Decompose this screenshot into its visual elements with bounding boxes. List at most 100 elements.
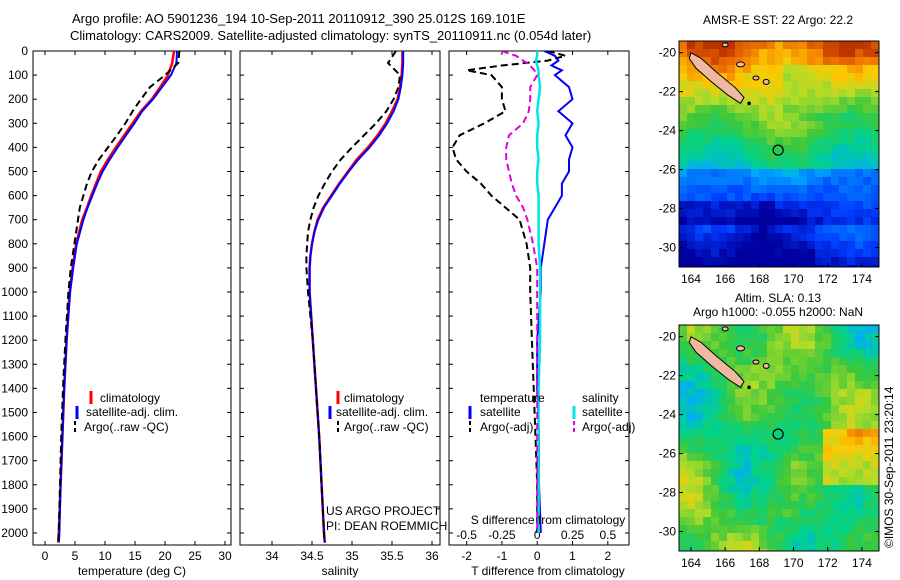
heatmap-cell <box>727 349 736 358</box>
heatmap-cell <box>863 89 872 98</box>
heatmap-cell <box>855 413 864 422</box>
heatmap-cell <box>775 349 784 358</box>
heatmap-cell <box>823 333 832 342</box>
heatmap-cell <box>727 57 736 66</box>
heatmap-cell <box>743 113 752 122</box>
heatmap-cell <box>807 201 816 210</box>
heatmap-cell <box>751 81 760 90</box>
heatmap-cell <box>751 185 760 194</box>
depth-tick-label: 400 <box>8 140 28 154</box>
heatmap-cell <box>791 257 800 266</box>
heatmap-cell <box>863 397 872 406</box>
heatmap-cell <box>735 49 744 58</box>
heatmap-cell <box>711 333 720 342</box>
heatmap-cell <box>767 113 776 122</box>
heatmap-cell <box>839 177 848 186</box>
heatmap-cell <box>839 153 848 162</box>
heatmap-cell <box>807 121 816 130</box>
heatmap-cell <box>759 257 768 266</box>
heatmap-cell <box>703 325 712 334</box>
heatmap-cell <box>719 49 728 58</box>
depth-tick-label: 1100 <box>2 309 28 323</box>
heatmap-cell <box>863 501 872 510</box>
heatmap-cell <box>807 57 816 66</box>
heatmap-cell <box>751 493 760 502</box>
heatmap-cell <box>791 509 800 518</box>
lat-tick-label: -28 <box>659 202 677 216</box>
heatmap-cell <box>783 381 792 390</box>
heatmap-cell <box>759 57 768 66</box>
heatmap-cell <box>775 177 784 186</box>
heatmap-cell <box>831 57 840 66</box>
heatmap-cell <box>815 145 824 154</box>
heatmap-cell <box>847 169 856 178</box>
heatmap-cell <box>727 241 736 250</box>
heatmap-cell <box>703 185 712 194</box>
heatmap-cell <box>863 413 872 422</box>
heatmap-cell <box>759 137 768 146</box>
heatmap-cell <box>791 49 800 58</box>
heatmap-cell <box>855 397 864 406</box>
heatmap-cell <box>823 161 832 170</box>
heatmap-cell <box>783 493 792 502</box>
depth-tick-label: 500 <box>8 164 28 178</box>
heatmap-cell <box>743 129 752 138</box>
heatmap-cell <box>791 381 800 390</box>
heatmap-cell <box>703 437 712 446</box>
heatmap-cell <box>831 429 840 438</box>
heatmap-cell <box>759 249 768 258</box>
heatmap-cell <box>831 129 840 138</box>
heatmap-cell <box>847 73 856 82</box>
heatmap-cell <box>847 89 856 98</box>
heatmap-cell <box>775 121 784 130</box>
heatmap-cell <box>775 437 784 446</box>
heatmap-cell <box>759 381 768 390</box>
heatmap-cell <box>855 97 864 106</box>
heatmap-cell <box>791 517 800 526</box>
heatmap-cell <box>847 121 856 130</box>
heatmap-cell <box>823 129 832 138</box>
heatmap-cell <box>831 365 840 374</box>
heatmap-cell <box>871 121 879 130</box>
heatmap-cell <box>687 129 696 138</box>
heatmap-cell <box>719 161 728 170</box>
heatmap-cell <box>855 429 864 438</box>
heatmap-cell <box>759 421 768 430</box>
heatmap-cell <box>743 389 752 398</box>
heatmap-cell <box>775 225 784 234</box>
heatmap-cell <box>687 501 696 510</box>
heatmap-cell <box>719 89 728 98</box>
series-line-0 <box>536 51 574 534</box>
heatmap-cell <box>759 177 768 186</box>
heatmap-cell <box>839 81 848 90</box>
heatmap-cell <box>871 169 879 178</box>
heatmap-cell <box>687 249 696 258</box>
heatmap-cell <box>743 349 752 358</box>
heatmap-cell <box>815 89 824 98</box>
heatmap-cell <box>695 493 704 502</box>
heatmap-cell <box>767 41 776 50</box>
heatmap-cell <box>767 201 776 210</box>
heatmap-cell <box>799 533 808 542</box>
heatmap-cell <box>735 397 744 406</box>
heatmap-cell <box>791 89 800 98</box>
heatmap-cell <box>703 233 712 242</box>
heatmap-cell <box>767 233 776 242</box>
heatmap-cell <box>823 525 832 534</box>
heatmap-cell <box>815 445 824 454</box>
heatmap-cell <box>807 485 816 494</box>
heatmap-cell <box>703 469 712 478</box>
heatmap-cell <box>775 461 784 470</box>
heatmap-cell <box>847 469 856 478</box>
heatmap-cell <box>783 249 792 258</box>
heatmap-cell <box>743 137 752 146</box>
heatmap-cell <box>823 493 832 502</box>
heatmap-cell <box>855 73 864 82</box>
heatmap-cell <box>751 161 760 170</box>
heatmap-cell <box>783 217 792 226</box>
heatmap-cell <box>855 145 864 154</box>
heatmap-cell <box>759 525 768 534</box>
heatmap-cell <box>727 389 736 398</box>
heatmap-cell <box>735 265 744 267</box>
heatmap-cell <box>767 185 776 194</box>
